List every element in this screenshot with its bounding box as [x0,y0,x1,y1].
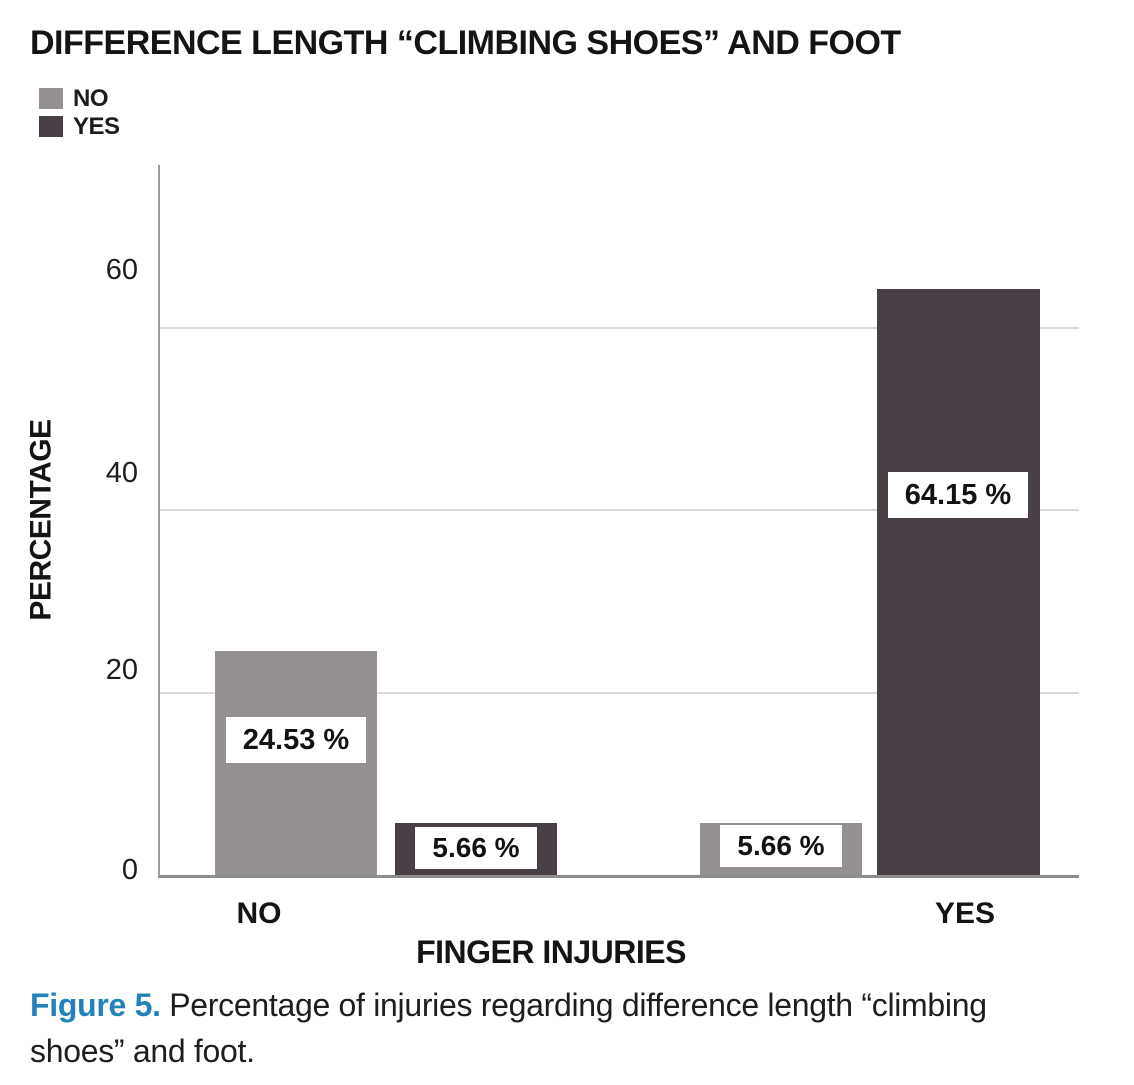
y-tick-20: 20 [105,654,138,686]
bar-finger-no-diff-no [215,651,377,875]
gridline-40 [160,509,1079,511]
value-label-64-15: 64.15 % [888,472,1028,518]
gridline-20 [160,692,1079,694]
x-tick-no: NO [236,897,282,930]
legend-item-no: NO [39,85,120,112]
caption-text-1: Percentage of injuries regarding differe… [160,987,987,1023]
value-label-5-66-right: 5.66 % [720,825,842,867]
plot-area: 24.53 % 5.66 % 5.66 % 64.15 % [158,165,1079,878]
caption-line-1: Figure 5. Percentage of injuries regardi… [30,982,1110,1028]
legend-swatch-no [39,88,63,109]
x-tick-yes: YES [934,897,996,930]
x-axis-title: FINGER INJURIES [416,934,686,970]
legend-swatch-yes [39,116,63,137]
legend: NO YES [39,85,120,144]
value-label-24-53: 24.53 % [226,717,366,763]
legend-label-yes: YES [73,113,120,140]
gridline-60 [160,327,1079,329]
legend-label-no: NO [73,85,109,112]
bar-finger-yes-diff-yes [877,289,1040,875]
chart-title: DIFFERENCE LENGTH “CLIMBING SHOES” AND F… [30,24,901,62]
caption-figure-number: Figure 5. [30,987,161,1023]
caption-text-2: shoes” and foot. [30,1033,255,1069]
y-tick-0: 0 [121,854,138,886]
value-label-5-66-left: 5.66 % [415,827,537,869]
figure-caption: Figure 5. Percentage of injuries regardi… [30,982,1110,1074]
y-tick-60: 60 [105,254,138,286]
y-tick-40: 40 [105,457,138,489]
y-axis-title: PERCENTAGE [25,419,59,621]
legend-item-yes: YES [39,113,120,140]
caption-line-2: shoes” and foot. [30,1028,1110,1074]
